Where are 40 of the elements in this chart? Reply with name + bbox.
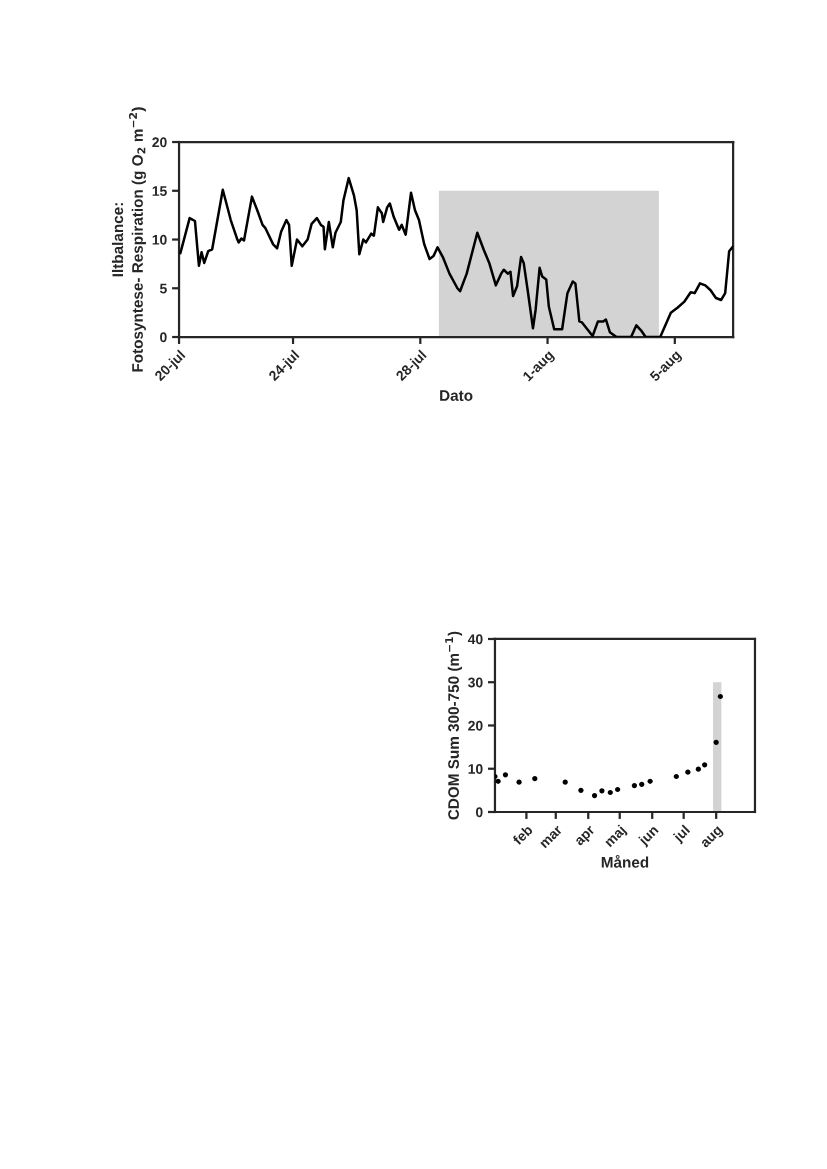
x-tick-label: maj [603,824,629,850]
y-axis-title: Iltbalance: Fotosyntese- Respiration (g O$_{2}$ m$^{−2}$) [111,107,146,372]
point [532,776,538,782]
point [647,778,653,784]
point [562,779,568,785]
point [615,786,621,793]
y-tick-label: 15 [152,186,167,196]
point [502,772,509,778]
x-tick-label: mar [540,825,563,849]
y-tick-label: 5 [159,283,167,294]
point [713,739,719,745]
x-tick-label: aug [700,826,725,851]
point [495,778,501,784]
x-axis-title: Måned [601,855,649,868]
point [685,769,691,775]
x-tick-label: jul [672,824,693,845]
y-tick-label: 10 [468,764,483,774]
point [673,773,679,780]
point [639,781,645,787]
y-tick-label: 30 [468,677,483,688]
y-tick-label: 40 [467,634,483,645]
x-tick-label: jun [637,824,661,848]
y-tick-label: 20 [152,137,167,148]
point [717,693,723,700]
point [599,788,605,794]
point [631,783,637,789]
point [578,787,584,793]
y-tick-label: 0 [475,807,483,818]
point [591,792,598,799]
y-tick-label: 0 [160,332,167,343]
y-axis-title: CDOM Sum 300-750 (m$^{−1}$) [445,631,463,820]
x-tick-label: feb [511,824,534,846]
x-tick-label: apr [575,825,598,848]
point [702,762,708,768]
point [607,789,613,796]
x-axis-title: Dato [440,390,473,401]
point [695,766,701,772]
y-tick-label: 10 [152,234,167,245]
y-tick-label: 20 [468,720,483,731]
point [516,779,522,785]
